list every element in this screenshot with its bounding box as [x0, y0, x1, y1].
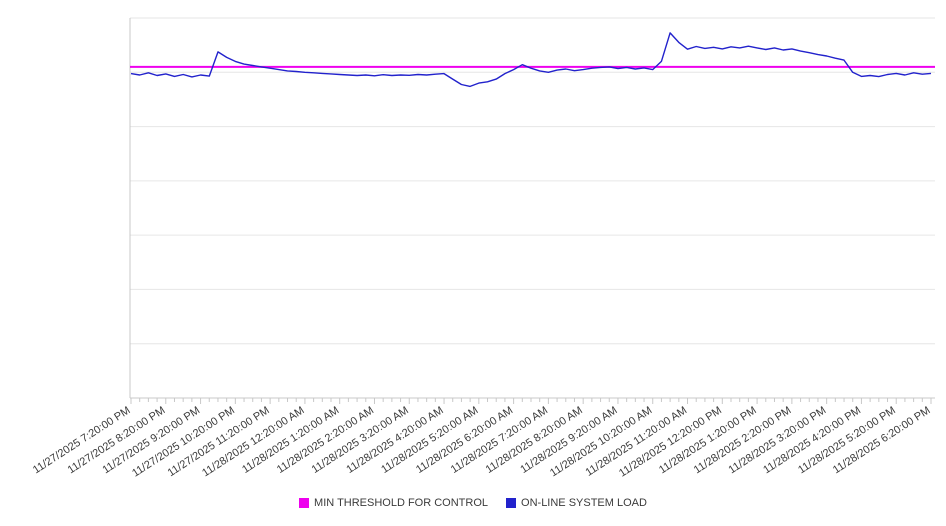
- legend-swatch-load: [506, 498, 517, 508]
- load-line[interactable]: [130, 32, 932, 88]
- chart-legend: MIN THRESHOLD FOR CONTROL ON-LINE SYSTEM…: [0, 497, 946, 509]
- plot-area[interactable]: [130, 18, 935, 398]
- legend-swatch-threshold: [299, 498, 310, 508]
- legend-item-threshold[interactable]: MIN THRESHOLD FOR CONTROL: [299, 497, 488, 509]
- legend-label-threshold: MIN THRESHOLD FOR CONTROL: [314, 497, 489, 509]
- legend-label-load: ON-LINE SYSTEM LOAD: [521, 497, 647, 509]
- legend-item-load[interactable]: ON-LINE SYSTEM LOAD: [506, 497, 647, 509]
